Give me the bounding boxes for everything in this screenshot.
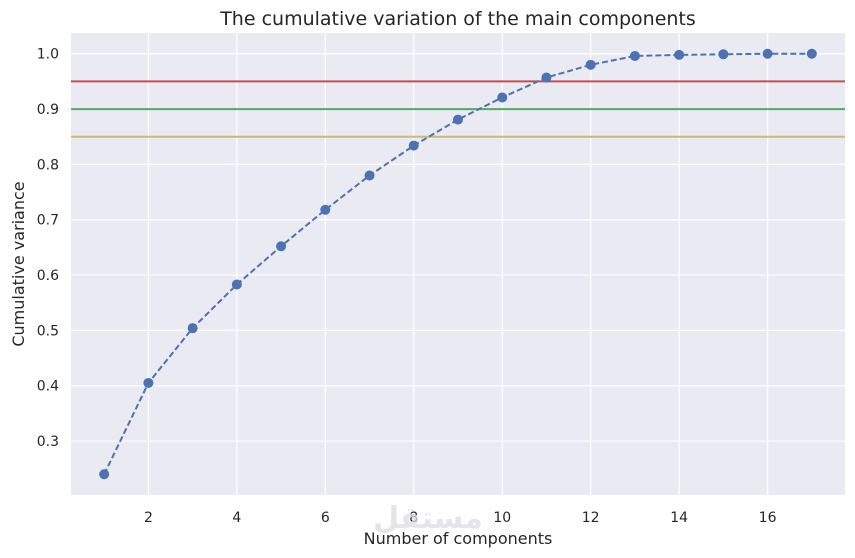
data-point — [453, 114, 463, 125]
watermark-logo: مستقل — [373, 501, 483, 536]
data-point — [497, 92, 508, 103]
y-tick-label: 0.4 — [37, 379, 59, 395]
y-axis-label: Cumulative variance — [9, 181, 28, 346]
x-tick-labels: 2 4 6 8 10 12 14 16 — [144, 510, 777, 526]
y-tick-label: 0.6 — [37, 268, 59, 284]
x-tick-label: 4 — [232, 510, 241, 526]
data-point — [718, 49, 729, 60]
y-tick-labels: 0.3 0.4 0.5 0.6 0.7 0.8 0.9 1.0 — [37, 47, 59, 450]
data-point — [231, 279, 242, 290]
data-point — [99, 469, 110, 480]
data-point — [320, 204, 331, 215]
x-axis-label: Number of components — [364, 529, 553, 548]
y-tick-label: 1.0 — [37, 47, 59, 63]
x-tick-label: 8 — [409, 510, 418, 526]
y-tick-label: 0.9 — [37, 102, 59, 118]
y-tick-label: 0.5 — [37, 323, 59, 339]
chart-title: The cumulative variation of the main com… — [219, 8, 696, 30]
data-point — [585, 59, 596, 70]
plot-area-background — [71, 33, 845, 495]
x-tick-label: 2 — [144, 510, 153, 526]
data-point — [629, 50, 640, 61]
series-line — [103, 52, 812, 475]
data-point — [762, 48, 773, 59]
x-tick-label: 10 — [493, 510, 511, 526]
series-layer — [99, 48, 817, 480]
reference-lines — [71, 80, 845, 138]
y-tick-label: 0.3 — [37, 434, 59, 450]
data-point — [408, 140, 419, 151]
data-point — [276, 241, 287, 252]
data-point — [364, 170, 375, 181]
data-point — [187, 323, 198, 334]
x-tick-label: 6 — [321, 510, 330, 526]
data-point — [143, 377, 154, 388]
y-tick-label: 0.7 — [37, 213, 59, 229]
data-point — [806, 48, 817, 59]
y-tick-label: 0.8 — [37, 157, 59, 173]
x-tick-label: 12 — [582, 510, 600, 526]
x-tick-label: 14 — [670, 510, 688, 526]
data-point — [541, 72, 552, 83]
data-point — [674, 49, 685, 60]
x-tick-label: 16 — [759, 510, 777, 526]
